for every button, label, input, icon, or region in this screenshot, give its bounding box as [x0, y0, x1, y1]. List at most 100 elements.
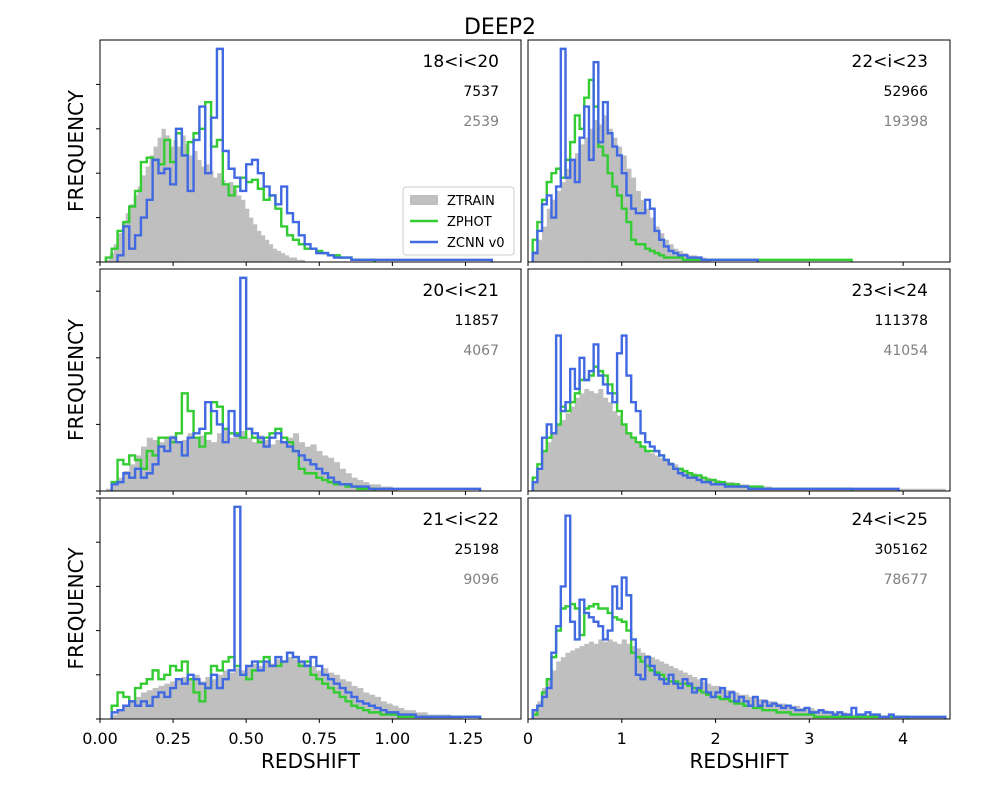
ztrain-bar [275, 439, 282, 491]
ztrain-bar [351, 477, 358, 491]
ztrain-bar [363, 692, 370, 719]
ztrain-bar [240, 431, 247, 491]
ztrain-bar [205, 677, 212, 719]
ztrain-bar [296, 259, 301, 262]
x-tick-label: 1 [617, 729, 627, 748]
ztrain-bar [281, 442, 288, 491]
panel-count-gray: 2539 [463, 114, 499, 130]
y-axis-label: FREQUENCY [64, 89, 88, 212]
ztrain-bar [603, 641, 609, 719]
ztrain-bar [701, 477, 707, 491]
ztrain-bar [537, 468, 543, 491]
x-tick-label: 3 [804, 729, 814, 748]
ztrain-bar [209, 170, 214, 262]
panel-range-label: 20<i<21 [423, 281, 499, 301]
ztrain-bar [246, 665, 253, 719]
ztrain-bar [205, 439, 212, 491]
ztrain-bar [280, 253, 286, 262]
panel-range-label: 22<i<23 [852, 52, 928, 72]
ztrain-bar [248, 217, 254, 262]
ztrain-bar [157, 137, 162, 262]
ztrain-bar [673, 248, 679, 262]
ztrain-bar [310, 444, 317, 491]
ztrain-bar [607, 639, 613, 719]
ztrain-bar [345, 473, 352, 491]
ztrain-bar [257, 665, 265, 719]
ztrain-bar [668, 244, 674, 262]
ztrain-bar [584, 388, 590, 491]
ztrain-bar [560, 419, 566, 491]
ztrain-bar [322, 668, 329, 719]
panel-frame [527, 268, 951, 492]
ztrain-bar [588, 128, 594, 262]
ztrain-bar [213, 177, 218, 262]
ztrain-bar [149, 155, 154, 262]
ztrain-bar [181, 439, 189, 491]
ztrain-bar [739, 694, 744, 719]
ztrain-bar [710, 685, 716, 719]
legend-label: ZTRAIN [447, 194, 495, 209]
ztrain-bar [135, 696, 142, 719]
ztrain-bar [574, 648, 580, 719]
y-axis-label: FREQUENCY [64, 318, 88, 441]
ztrain-bar [158, 685, 165, 719]
ztrain-bar [187, 679, 194, 719]
ztrain-bar [588, 641, 594, 719]
panel-frame [527, 39, 951, 263]
ztrain-bar [542, 451, 548, 491]
ztrain-bar [158, 442, 165, 491]
ztrain-bar [164, 683, 171, 719]
ztrain-bar [748, 696, 754, 719]
ztrain-bar [111, 484, 118, 491]
x-tick-label: 0.75 [301, 729, 337, 748]
ztrain-bar [556, 424, 562, 491]
ztrain-bar [903, 488, 909, 491]
ztrain-bar [284, 255, 290, 262]
ztrain-bar [724, 690, 730, 719]
ztrain-bar [185, 144, 190, 262]
ztrain-bar [659, 233, 665, 262]
ztrain-bar [635, 190, 641, 262]
ztrain-bar [252, 442, 259, 491]
ztrain-bar [654, 455, 660, 491]
ztrain-bar [673, 464, 679, 491]
ztrain-bar [237, 195, 242, 262]
ztrain-bar [598, 124, 604, 262]
ztrain-bar [276, 250, 282, 262]
ztrain-bar [304, 663, 311, 719]
ztrain-bar [588, 391, 594, 491]
ztrain-bar [316, 451, 323, 491]
ztrain-bar [570, 650, 576, 719]
ztrain-bar [176, 679, 183, 719]
ztrain-bar [105, 488, 112, 491]
ztrain-bar [584, 137, 590, 262]
ztrain-bar [935, 488, 941, 491]
ztrain-bar [645, 654, 651, 719]
ztrain-bar [181, 135, 186, 262]
x-tick-label: 2 [710, 729, 720, 748]
zcnn-step-line [110, 505, 482, 719]
ztrain-bar [706, 477, 712, 491]
ztrain-bar [164, 437, 171, 491]
ztrain-bar [687, 473, 693, 491]
ztrain-bar [795, 705, 801, 719]
x-axis-label: REDSHIFT [261, 749, 361, 773]
panel-count-black: 52966 [883, 84, 928, 100]
panel-3: 23<i<24 111378 41054 [527, 268, 951, 495]
ztrain-bar [617, 643, 623, 719]
ztrain-bar [281, 661, 288, 719]
ztrain-bar [593, 393, 599, 491]
ztrain-bar [292, 659, 300, 719]
ztrain-bar [170, 435, 177, 491]
ztrain-bar [105, 259, 111, 262]
ztrain-bar [931, 488, 937, 491]
ztrain-bar [621, 639, 627, 719]
ztrain-bar [692, 473, 698, 491]
ztrain-bar [181, 677, 189, 719]
ztrain-bar [165, 135, 170, 262]
ztrain-bar [300, 259, 305, 262]
ztrain-bar [649, 217, 655, 262]
ztrain-bar [264, 239, 270, 262]
zcnn-step-line [531, 514, 947, 719]
legend-label: ZCNN v0 [447, 236, 505, 251]
